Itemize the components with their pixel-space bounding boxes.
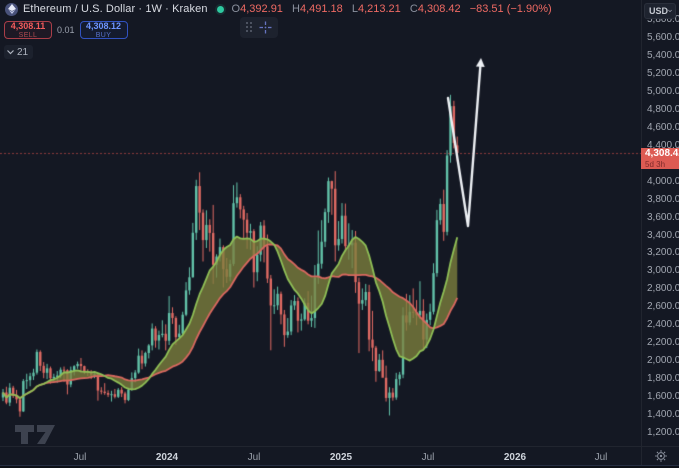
price-axis-label: 3,400.00: [647, 229, 679, 241]
floating-toolbar[interactable]: [240, 17, 278, 38]
price-axis-label: 4,000.00: [647, 175, 679, 187]
sell-button[interactable]: 4,308.11 SELL: [4, 21, 52, 39]
time-axis[interactable]: Jul 2024 Jul 2025 Jul 2026 Jul: [0, 446, 641, 465]
low-value: 4,213.21: [357, 3, 401, 15]
symbol-header: Ethereum / U.S. Dollar · 1W · Kraken O4,…: [5, 2, 552, 16]
currency-label: USD: [649, 6, 669, 16]
indicator-count: 21: [17, 46, 29, 58]
ohlc-readout: O4,392.91 H4,491.18 L4,213.21 C4,308.42 …: [231, 3, 552, 15]
drag-handle-icon[interactable]: [246, 22, 253, 33]
price-axis-label: 5,600.00: [647, 31, 679, 43]
symbol-title[interactable]: Ethereum / U.S. Dollar · 1W · Kraken: [23, 3, 208, 15]
price-axis-label: 3,600.00: [647, 211, 679, 223]
time-axis-label: Jul: [247, 452, 261, 463]
last-price-value: 4,308.42: [645, 147, 679, 159]
price-axis-label: 3,200.00: [647, 247, 679, 259]
window-bottom-edge: [0, 465, 679, 468]
price-axis-label: 5,800.00: [647, 14, 679, 26]
price-axis-label: 4,800.00: [647, 103, 679, 115]
price-axis-label: 5,000.00: [647, 85, 679, 97]
price-chart-canvas[interactable]: [0, 0, 641, 446]
price-axis-label: 3,000.00: [647, 265, 679, 277]
sell-price: 4,308.11: [10, 20, 46, 31]
market-status-dot[interactable]: [216, 5, 224, 13]
currency-selector[interactable]: USD: [644, 3, 676, 19]
price-axis-label: 4,400.00: [647, 139, 679, 151]
axis-settings-corner[interactable]: [641, 446, 679, 465]
time-axis-label: 2024: [155, 452, 179, 463]
price-axis-label: 3,800.00: [647, 193, 679, 205]
buy-price: 4,308.12: [86, 20, 122, 31]
price-axis-label: 5,400.00: [647, 49, 679, 61]
price-axis-label: 1,600.00: [647, 391, 679, 403]
spread-value: 0.01: [57, 25, 75, 35]
last-price-tag: 4,308.42 5d 3h: [641, 148, 679, 169]
chevron-down-icon: [7, 49, 14, 54]
price-axis-label: 2,400.00: [647, 319, 679, 331]
time-axis-label: Jul: [73, 452, 87, 463]
price-axis-label: 5,200.00: [647, 67, 679, 79]
price-axis-label: 2,800.00: [647, 283, 679, 295]
price-axis-label: 1,200.00: [647, 427, 679, 439]
price-axis[interactable]: 5,800.00 5,600.00 5,400.00 5,200.00 5,000.00…: [641, 0, 679, 456]
price-axis-label: 2,600.00: [647, 301, 679, 313]
time-axis-label: 2025: [329, 452, 353, 463]
open-value: 4,392.91: [240, 3, 283, 15]
high-value: 4,491.18: [299, 3, 343, 15]
gear-icon[interactable]: [654, 450, 667, 462]
time-axis-label: 2026: [503, 452, 527, 463]
crosshair-icon[interactable]: [259, 21, 272, 34]
price-axis-label: 2,000.00: [647, 355, 679, 367]
ethereum-icon: [5, 2, 18, 16]
price-axis-label: 1,400.00: [647, 409, 679, 421]
tradingview-logo: [15, 425, 55, 444]
time-axis-label: Jul: [594, 452, 608, 463]
price-axis-label: 2,200.00: [647, 337, 679, 349]
buy-button[interactable]: 4,308.12 BUY: [79, 20, 128, 39]
change-value: −83.51 (−1.90%): [469, 3, 552, 15]
chevron-down-icon: [668, 9, 672, 13]
trade-panel: 4,308.11 SELL 0.01 4,308.12 BUY: [4, 21, 128, 39]
bar-countdown: 5d 3h: [645, 159, 666, 169]
price-axis-label: 4,600.00: [647, 121, 679, 133]
time-axis-label: Jul: [421, 452, 435, 463]
indicator-legend-toggle[interactable]: 21: [4, 45, 34, 59]
close-value: 4,308.42: [417, 3, 461, 15]
price-axis-label: 1,800.00: [647, 373, 679, 385]
